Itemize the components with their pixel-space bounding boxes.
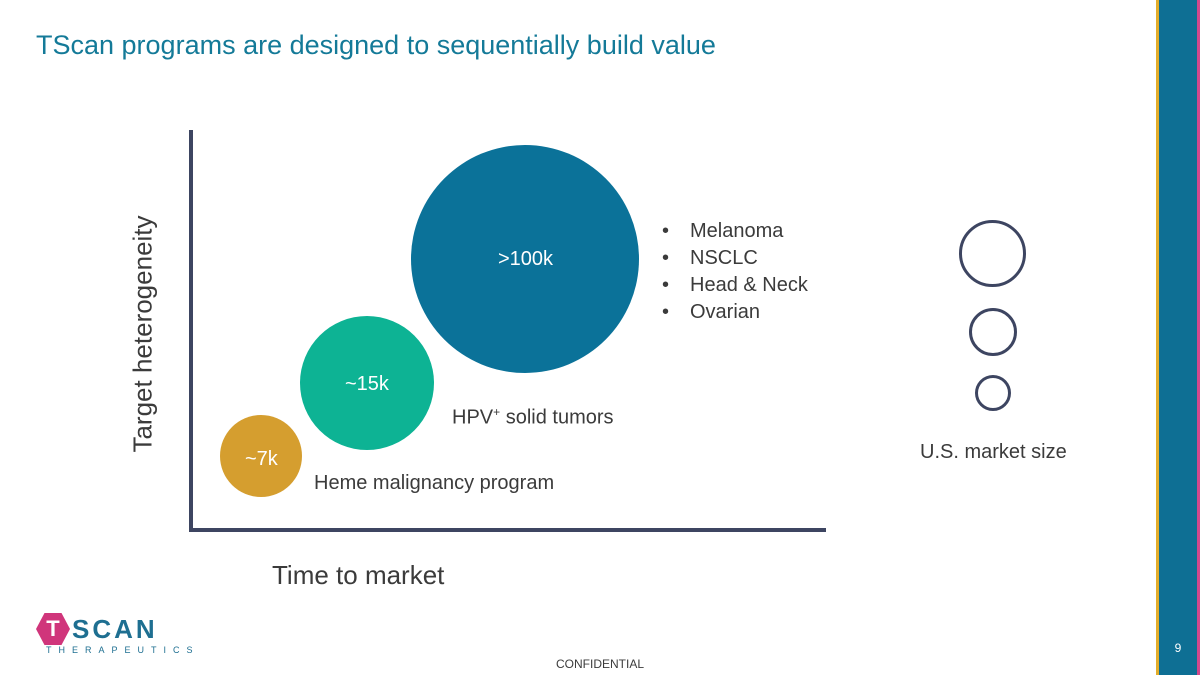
legend-label: U.S. market size <box>920 441 1067 463</box>
logo-subtitle: THERAPEUTICS <box>46 645 200 655</box>
hpv-annotation: HPV+ solid tumors <box>452 405 614 430</box>
confidential-footer: CONFIDENTIAL <box>555 657 644 671</box>
list-item: NSCLC <box>662 245 808 272</box>
bubble-7k-label: ~7k <box>245 448 278 470</box>
page-number: 9 <box>1174 641 1182 655</box>
bubble-7k <box>220 415 302 497</box>
x-axis-label: Time to market <box>272 560 445 590</box>
x-axis-line <box>189 528 826 532</box>
list-item: Head & Neck <box>662 272 808 299</box>
bubble-100k-label: >100k <box>498 248 554 270</box>
bubble-15k <box>300 316 434 450</box>
legend-circle-small <box>975 375 1011 411</box>
legend-circle-medium <box>969 308 1017 356</box>
indication-list: Melanoma NSCLC Head & Neck Ovarian <box>662 218 808 326</box>
heme-annotation: Heme malignancy program <box>314 472 555 494</box>
hpv-text: HPV <box>452 406 494 429</box>
hpv-rest: solid tumors <box>500 406 614 429</box>
logo-wordmark: SCAN <box>72 613 158 644</box>
legend-circle-large <box>959 220 1026 287</box>
list-item: Melanoma <box>662 218 808 245</box>
side-accent-bar <box>1156 0 1200 675</box>
y-axis-label: Target heterogeneity <box>127 215 158 453</box>
list-item: Ovarian <box>662 299 808 326</box>
logo-hexagon-icon: T <box>36 613 70 645</box>
y-axis-line <box>189 130 193 532</box>
bubble-100k <box>411 145 639 373</box>
hpv-superscript: + <box>493 405 501 419</box>
bubble-15k-label: ~15k <box>345 373 389 395</box>
tscan-logo: T SCAN <box>36 612 158 646</box>
slide-title: TScan programs are designed to sequentia… <box>36 30 716 60</box>
